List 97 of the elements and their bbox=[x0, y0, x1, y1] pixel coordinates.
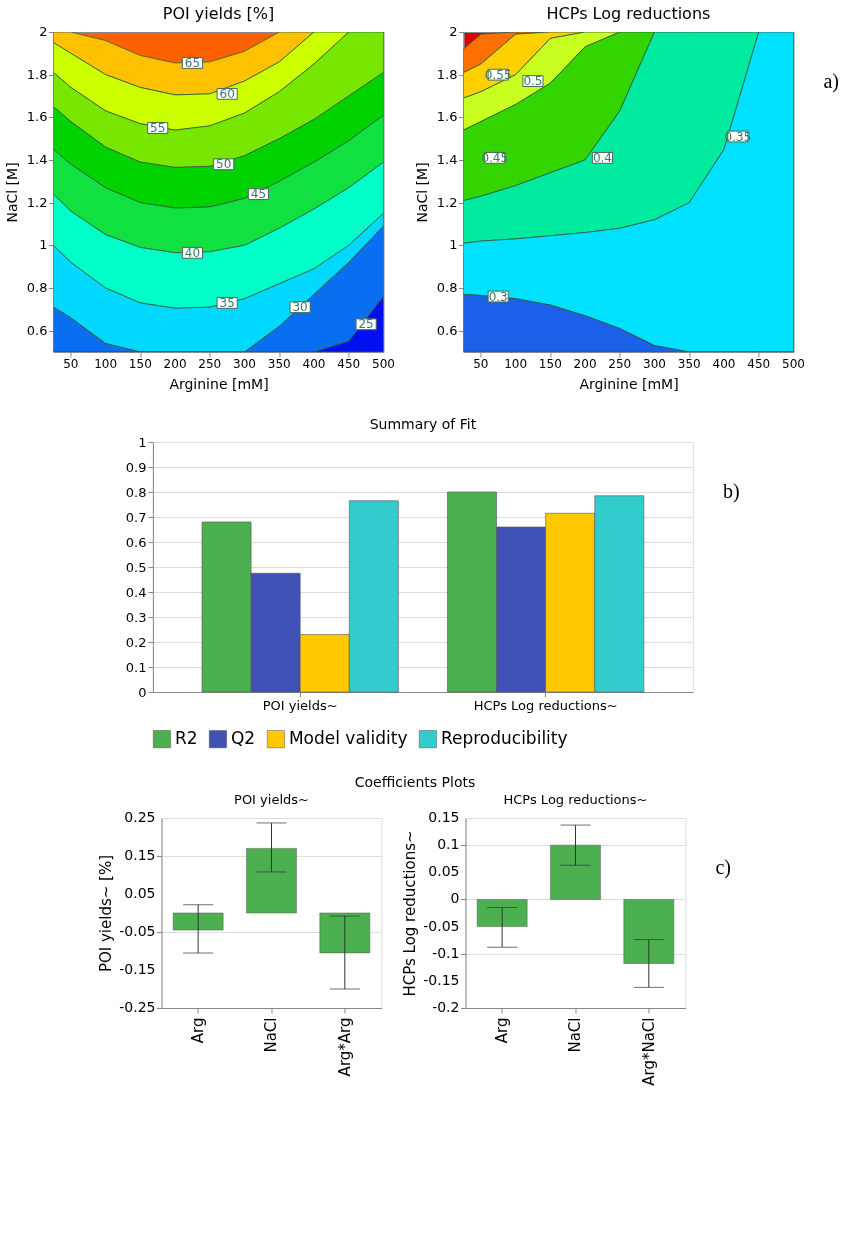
x-tick-label: 400 bbox=[712, 357, 736, 371]
y-tick-label: 2 bbox=[39, 24, 48, 39]
y-tick-label: 1.4 bbox=[436, 152, 458, 167]
x-tick-label: 300 bbox=[643, 357, 666, 371]
x-axis-title: Arginine [mM] bbox=[169, 376, 269, 392]
legend-label: Q2 bbox=[230, 728, 256, 749]
x-tick-label: 200 bbox=[573, 357, 597, 371]
legend-label: Reproducibility bbox=[440, 728, 568, 749]
x-tick-label: NaCl bbox=[262, 1017, 281, 1053]
text: Coefficients Plots bbox=[354, 773, 476, 790]
y-tick-label: 0.9 bbox=[125, 459, 147, 475]
y-tick-label: 2 bbox=[449, 24, 458, 39]
y-tick-label: 1.4 bbox=[26, 152, 48, 167]
chart-title: HCPs Log reductions bbox=[546, 4, 711, 23]
x-tick-label: Arg bbox=[493, 1017, 512, 1044]
y-tick-label: 1.2 bbox=[436, 194, 458, 210]
x-tick-label: 350 bbox=[677, 357, 701, 371]
y-tick-label: 1.2 bbox=[26, 194, 48, 210]
x-tick-label: 450 bbox=[337, 357, 361, 371]
y-tick-label: 0.05 bbox=[428, 863, 460, 880]
y-tick-label: 0.7 bbox=[125, 509, 147, 525]
x-tick-label: 500 bbox=[372, 357, 395, 371]
x-tick-label: Arg*Arg bbox=[335, 1017, 354, 1077]
y-tick-label: -0.15 bbox=[119, 961, 156, 977]
x-tick-label: 500 bbox=[782, 357, 805, 371]
chart-title: POI yields~ bbox=[234, 792, 309, 807]
y-tick-label: -0.1 bbox=[432, 944, 460, 961]
y-tick-label: 0.4 bbox=[125, 584, 147, 600]
annotation: 0.5 bbox=[523, 74, 543, 89]
x-tick-label: 400 bbox=[302, 357, 326, 371]
y-tick-label: 0 bbox=[138, 684, 147, 700]
legend-label: R2 bbox=[174, 728, 198, 749]
y-tick-label: 0.5 bbox=[125, 559, 147, 575]
y-tick-label: 0.8 bbox=[436, 280, 458, 295]
x-tick-label: 150 bbox=[128, 357, 152, 371]
text: c) bbox=[715, 856, 732, 879]
y-tick-label: -0.15 bbox=[423, 971, 460, 988]
y-tick-label: 1 bbox=[449, 237, 458, 253]
x-tick-label: NaCl bbox=[566, 1017, 585, 1053]
x-tick-label: 300 bbox=[233, 357, 256, 371]
x-tick-label: 100 bbox=[504, 357, 528, 371]
y-tick-label: -0.2 bbox=[432, 999, 460, 1015]
chart-title: HCPs Log reductions~ bbox=[503, 792, 648, 807]
x-axis-title: Arginine [mM] bbox=[579, 376, 679, 392]
chart-title: Summary of Fit bbox=[369, 416, 477, 432]
x-tick-label: 100 bbox=[94, 357, 118, 371]
y-tick-label: -0.05 bbox=[423, 917, 460, 934]
x-tick-label: 150 bbox=[538, 357, 562, 371]
chart-title: POI yields [%] bbox=[162, 4, 275, 23]
x-tick-label: 250 bbox=[608, 357, 632, 371]
y-tick-label: -0.05 bbox=[119, 923, 156, 939]
y-tick-label: 1.6 bbox=[436, 109, 458, 125]
annotation: 45 bbox=[250, 187, 267, 202]
y-tick-label: 0.8 bbox=[125, 484, 147, 500]
y-tick-label: 1.8 bbox=[436, 66, 458, 82]
y-tick-label: 0.05 bbox=[124, 885, 156, 901]
text: b) bbox=[722, 480, 740, 503]
y-tick-label: 0.6 bbox=[436, 322, 458, 338]
y-tick-label: 0.1 bbox=[125, 659, 147, 675]
x-tick-label: 350 bbox=[267, 357, 291, 371]
y-tick-label: 0 bbox=[450, 890, 460, 907]
x-tick-label: 50 bbox=[63, 357, 79, 371]
y-tick-label: 0.2 bbox=[125, 634, 147, 650]
x-tick-label: 250 bbox=[198, 357, 222, 371]
annotation: 65 bbox=[184, 55, 201, 70]
y-tick-label: 0.3 bbox=[125, 609, 147, 625]
y-tick-label: 0.6 bbox=[125, 534, 147, 550]
annotation: 35 bbox=[219, 295, 235, 310]
y-tick-label: 1 bbox=[39, 237, 48, 253]
y-tick-label: 0.6 bbox=[26, 322, 48, 338]
y-tick-label: 1.6 bbox=[26, 109, 48, 125]
annotation: 0.4 bbox=[592, 150, 612, 165]
y-tick-label: 0.15 bbox=[428, 809, 460, 825]
y-tick-label: 1 bbox=[138, 434, 147, 450]
x-tick-label: 450 bbox=[747, 357, 771, 371]
y-axis-title: POI yields~ [%] bbox=[97, 854, 116, 973]
y-axis-title: NaCl [M] bbox=[4, 162, 21, 223]
legend-label: Model validity bbox=[288, 728, 408, 749]
annotation: 55 bbox=[150, 121, 166, 135]
annotation: 25 bbox=[358, 317, 374, 332]
annotation: 0.3 bbox=[488, 289, 508, 304]
x-tick-label: Arg bbox=[189, 1017, 208, 1044]
text: a) bbox=[823, 70, 840, 93]
annotation: 40 bbox=[184, 245, 201, 260]
annotation: 60 bbox=[219, 86, 235, 101]
y-axis-title: NaCl [M] bbox=[414, 162, 431, 223]
x-tick-label: 200 bbox=[163, 357, 187, 371]
y-tick-label: 0.15 bbox=[124, 847, 156, 863]
y-tick-label: 0.1 bbox=[437, 836, 460, 853]
y-tick-label: 0.8 bbox=[26, 280, 48, 295]
annotation: 30 bbox=[292, 300, 308, 315]
x-tick-label: Arg*NaCl bbox=[639, 1017, 658, 1086]
y-tick-label: 0.25 bbox=[124, 809, 156, 825]
annotation: 50 bbox=[216, 157, 232, 172]
y-tick-label: 1.8 bbox=[26, 66, 48, 82]
y-tick-label: -0.25 bbox=[119, 999, 156, 1015]
x-tick-label: 50 bbox=[473, 357, 489, 371]
